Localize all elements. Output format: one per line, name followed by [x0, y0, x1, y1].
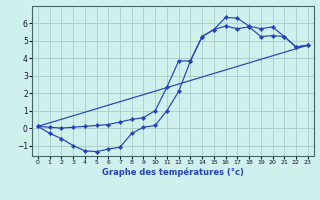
X-axis label: Graphe des températures (°c): Graphe des températures (°c)	[102, 168, 244, 177]
